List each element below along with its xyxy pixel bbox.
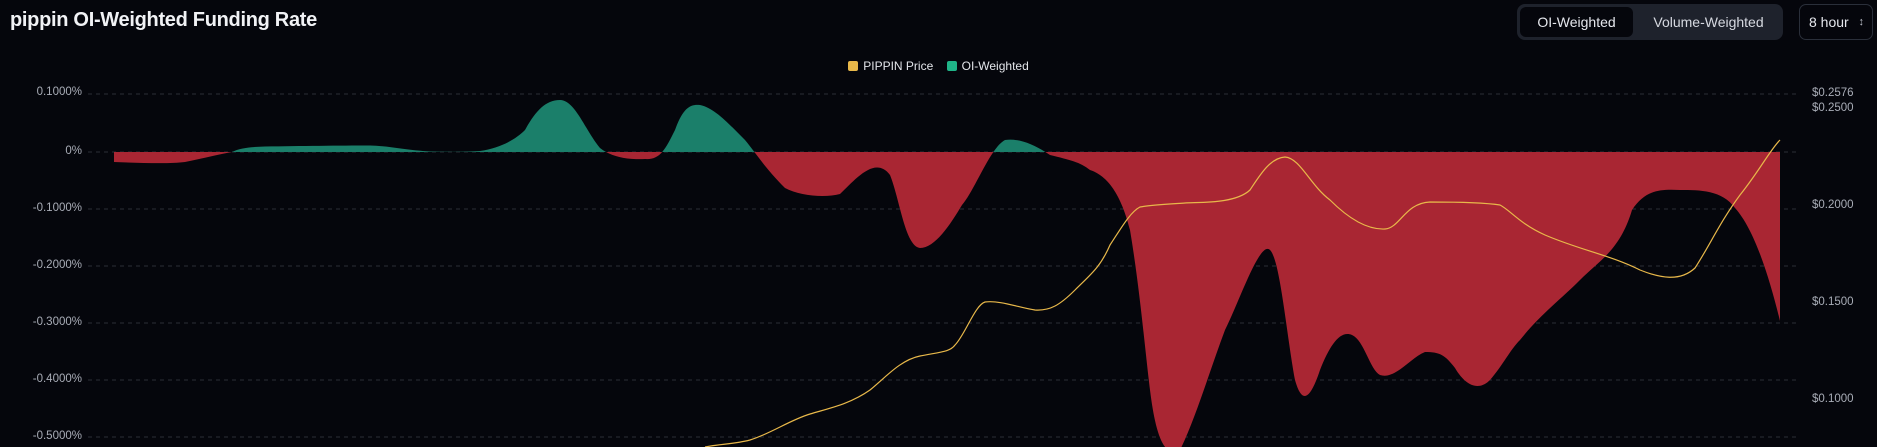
left-axis-tick: -0.3000%	[32, 316, 82, 328]
right-axis-tick: $0.1000	[1812, 393, 1854, 405]
pippin-price-line	[704, 139, 1781, 447]
page-title: pippin OI-Weighted Funding Rate	[10, 9, 317, 31]
interval-select[interactable]: 8 hour ↕	[1799, 4, 1873, 40]
oi-weighted-area	[114, 100, 1780, 447]
left-axis-tick: -0.5000%	[32, 430, 82, 442]
left-axis-tick: -0.1000%	[32, 202, 82, 214]
legend-item-price[interactable]: PIPPIN Price	[848, 59, 933, 73]
weighting-toggle: OI-Weighted Volume-Weighted	[1517, 4, 1783, 40]
tab-oi-weighted[interactable]: OI-Weighted	[1520, 7, 1633, 37]
interval-select-value: 8 hour	[1809, 14, 1849, 30]
left-axis-tick: -0.2000%	[32, 259, 82, 271]
legend-swatch-oi-icon	[946, 61, 957, 71]
right-axis-tick: $0.2576	[1812, 87, 1854, 99]
right-axis-tick: $0.2000	[1812, 199, 1854, 211]
left-axis-tick: -0.4000%	[32, 373, 82, 385]
right-axis-tick: $0.2500	[1812, 102, 1854, 114]
right-axis-tick: $0.1500	[1812, 296, 1854, 308]
chart-legend: PIPPIN Price OI-Weighted	[0, 59, 1877, 74]
legend-swatch-price-icon	[848, 61, 859, 71]
legend-label-price: PIPPIN Price	[863, 59, 934, 73]
legend-label-oi-weighted: OI-Weighted	[961, 59, 1029, 73]
tab-volume-weighted[interactable]: Volume-Weighted	[1653, 14, 1764, 30]
left-axis-tick: 0.1000%	[36, 86, 82, 98]
left-axis-tick: 0%	[65, 145, 82, 157]
chevron-up-down-icon: ↕	[1858, 16, 1865, 28]
legend-item-oi-weighted[interactable]: OI-Weighted	[946, 59, 1029, 73]
